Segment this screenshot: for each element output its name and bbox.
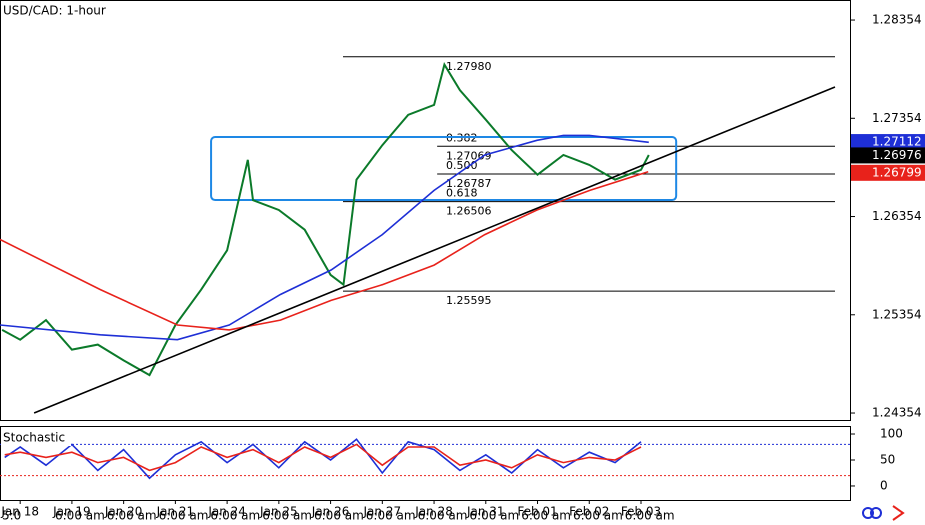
price-tag-box [851, 164, 925, 181]
x-tick-label: Jan 20 [104, 505, 143, 519]
title-bg [1, 1, 121, 19]
time-label: 6:00 am [159, 509, 209, 523]
x-tick-label: Jan 27 [363, 505, 402, 519]
series-line [0, 134, 649, 341]
main-frame [0, 0, 851, 421]
x-tick-label: Jan 25 [259, 505, 298, 519]
time-label: 6:00 am [210, 509, 260, 523]
time-label: 6:00 am [573, 509, 623, 523]
price-tag-label: 1.26976 [872, 148, 922, 162]
time-label: 6:00 am [314, 509, 364, 523]
link-icon[interactable] [870, 507, 882, 519]
time-label: 6:00 am [521, 509, 571, 523]
series-line [33, 86, 836, 414]
time-label: 5:0 [2, 509, 21, 523]
price-tag: 1.26799 [851, 164, 925, 181]
time-label: 6:00 am [107, 509, 157, 523]
price-tag-label: 1.27112 [872, 135, 922, 149]
series-line [4, 443, 642, 472]
y-tick-label: 0 [880, 478, 888, 492]
fib-ratio: 0.618 [446, 187, 478, 200]
x-tick-label: Jan 18 [0, 505, 39, 519]
fib-price: 1.26787 [446, 177, 492, 190]
icons[interactable] [862, 505, 905, 521]
time-label: 6:00 am [418, 509, 468, 523]
fib-price: 1.26506 [446, 205, 492, 218]
range-box [210, 136, 678, 202]
y-tick-label: 100 [880, 427, 903, 441]
time-label: 6:00 am [469, 509, 519, 523]
series-line [0, 170, 649, 331]
fib-ratio: 0.500 [446, 159, 478, 172]
stoch-frame [0, 426, 851, 501]
price-tag-box [851, 134, 925, 151]
x-tick-label: Feb 01 [517, 505, 557, 519]
chart-title: USD/CAD: 1-hour [3, 4, 106, 18]
series-line [4, 438, 642, 480]
price-tag: 1.27112 [851, 134, 925, 151]
y-tick-label: 1.27354 [872, 111, 922, 125]
x-tick-label: Jan 31 [466, 505, 505, 519]
x-tick-label: Feb 02 [569, 505, 609, 519]
price-tag-box [851, 147, 925, 164]
time-label: 6:00 am [366, 509, 416, 523]
y-tick-label: 1.26354 [872, 209, 922, 223]
x-tick-label: Jan 28 [414, 505, 453, 519]
x-tick-label: Jan 19 [52, 505, 91, 519]
fib-price: 1.27980 [446, 60, 492, 73]
chart-title: Stochastic [3, 431, 65, 445]
y-tick-label: 1.28354 [872, 13, 922, 27]
price-tag: 1.26976 [851, 147, 925, 164]
time-label: 6:00 am [55, 509, 105, 523]
title-bg [1, 428, 71, 446]
y-tick-label: 1.24354 [872, 406, 922, 420]
time-label: 6:00 am [262, 509, 312, 523]
arrow-icon[interactable] [892, 505, 905, 521]
y-tick-label: 50 [880, 452, 895, 466]
x-tick-label: Jan 24 [207, 505, 246, 519]
link-icon[interactable] [862, 507, 874, 519]
time-label: 6:00 am [625, 509, 675, 523]
price-tag-label: 1.26799 [872, 165, 922, 179]
fib-price: 1.25595 [446, 294, 492, 307]
series-line [1, 62, 650, 377]
y-tick-label: 1.25354 [872, 307, 922, 321]
x-tick-label: Feb 03 [621, 505, 661, 519]
x-tick-label: Jan 26 [311, 505, 350, 519]
x-tick-label: Jan 21 [156, 505, 195, 519]
